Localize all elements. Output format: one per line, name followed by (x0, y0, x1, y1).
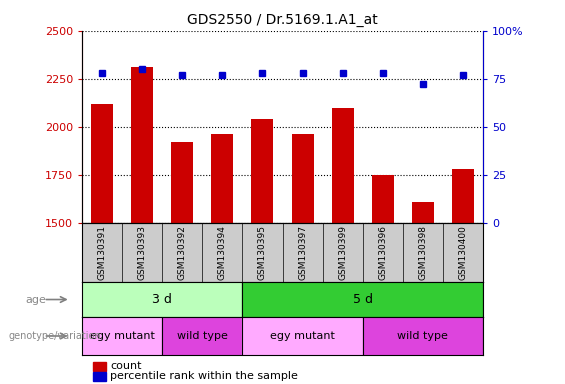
Bar (91, 104, 113, 384)
Text: GSM130394: GSM130394 (218, 225, 227, 280)
Text: 5 d: 5 d (353, 293, 373, 306)
Bar (131, 67, 153, 384)
Bar (82, 317, 162, 355)
Text: GSM130392: GSM130392 (178, 225, 186, 280)
Text: age: age (25, 295, 46, 305)
Text: count: count (110, 361, 142, 371)
Text: wild type: wild type (177, 331, 228, 341)
Bar (242, 317, 363, 355)
Text: percentile rank within the sample: percentile rank within the sample (110, 371, 298, 381)
Text: GSM130395: GSM130395 (258, 225, 267, 280)
Bar (171, 142, 193, 384)
Text: 3 d: 3 d (152, 293, 172, 306)
Bar (372, 175, 394, 384)
Title: GDS2550 / Dr.5169.1.A1_at: GDS2550 / Dr.5169.1.A1_at (187, 13, 378, 27)
Bar (251, 119, 273, 384)
Text: GSM130393: GSM130393 (138, 225, 146, 280)
Text: egy mutant: egy mutant (270, 331, 335, 341)
Text: GSM130399: GSM130399 (338, 225, 347, 280)
Text: GSM130397: GSM130397 (298, 225, 307, 280)
Bar (162, 317, 242, 355)
Text: GSM130391: GSM130391 (98, 225, 106, 280)
Bar (211, 134, 233, 384)
Bar (82, 282, 242, 317)
Text: egy mutant: egy mutant (90, 331, 154, 341)
Text: genotype/variation: genotype/variation (8, 331, 101, 341)
Bar (363, 317, 483, 355)
Bar (332, 108, 354, 384)
Text: wild type: wild type (397, 331, 449, 341)
Bar (242, 282, 483, 317)
Bar (292, 134, 314, 384)
Text: GSM130400: GSM130400 (459, 225, 467, 280)
Bar (412, 202, 434, 384)
Bar (452, 169, 474, 384)
Text: GSM130398: GSM130398 (419, 225, 427, 280)
Text: GSM130396: GSM130396 (379, 225, 387, 280)
